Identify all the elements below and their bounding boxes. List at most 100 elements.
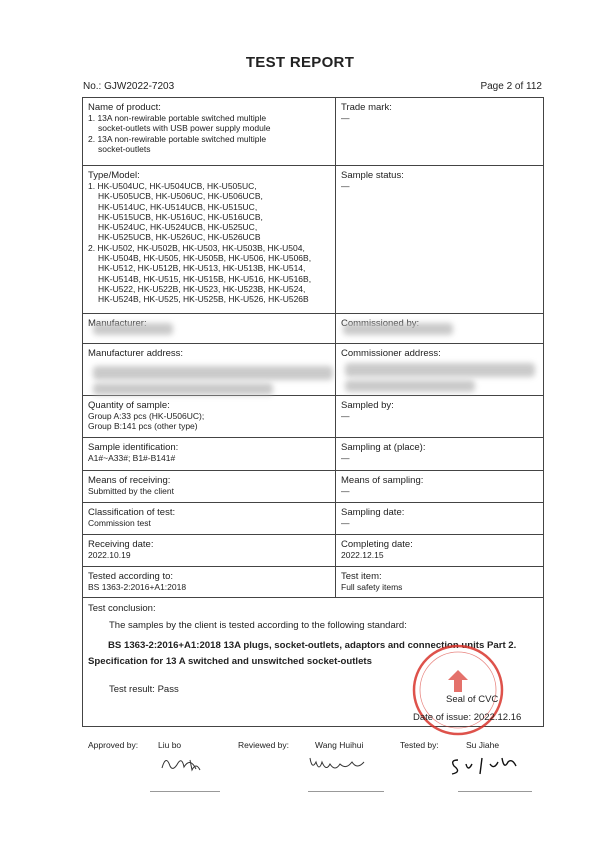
table-row: Manufacturer address: Commissioner addres… xyxy=(83,344,543,396)
field-value: HK-U514UC, HK-U514UCB, HK-U515UC, xyxy=(98,201,258,212)
field-value: 2. 13A non-rewirable portable switched m… xyxy=(88,133,267,144)
conclusion: Test conclusion: The samples by the clie… xyxy=(83,598,543,728)
stamp xyxy=(412,644,504,736)
field-value: Commission test xyxy=(88,518,151,528)
field-value: HK-U512, HK-U512B, HK-U513, HK-U513B, HK… xyxy=(98,263,306,274)
table-row: Means of receiving: Submitted by the clie… xyxy=(83,471,543,503)
field-value: HK-U515UCB, HK-U516UC, HK-U516UCB, xyxy=(98,211,263,222)
table-row: Quantity of sample: Group A:33 pcs (HK-U5… xyxy=(83,396,543,438)
conclusion-intro: The samples by the client is tested acco… xyxy=(109,620,407,631)
table-cell: Sampling date: — xyxy=(335,503,543,534)
standard: BS 1363-2:2016+A1:2018 13A plugs, socket… xyxy=(88,640,517,667)
redaction xyxy=(345,380,475,392)
field-label: Receiving date: xyxy=(88,539,154,550)
signature-name: Liu bo xyxy=(158,740,182,750)
seal-text: Seal of CVC xyxy=(446,694,499,705)
table-row: Type/Model: 1. HK-U504UC, HK-U504UCB, HK-… xyxy=(83,166,543,314)
signature-line xyxy=(458,791,532,792)
handwritten-signatures xyxy=(161,757,517,775)
table-cell: Manufacturer address: xyxy=(83,344,335,395)
report-number: No.: GJW2022-7203 xyxy=(83,81,175,92)
field-value: socket-outlets with USB power supply mod… xyxy=(98,123,271,134)
field-label: Manufacturer address: xyxy=(88,348,184,359)
table-cell: Classification of test: Commission test xyxy=(83,503,335,534)
field-value: — xyxy=(341,113,350,123)
field-label: Sampled by: xyxy=(341,400,394,411)
field-label: Trade mark: xyxy=(341,102,392,113)
field-value: HK-U525UCB, HK-U526UC, HK-U526UCB xyxy=(98,232,261,243)
table-cell: Completing date: 2022.12.15 xyxy=(335,535,543,566)
field-label: Test item: xyxy=(341,571,382,582)
table-cell: Sampled by: — xyxy=(335,396,543,437)
field-value: HK-U524UC, HK-U524UCB, HK-U525UC, xyxy=(98,222,258,233)
table-row: Tested according to: BS 1363-2:2016+A1:20… xyxy=(83,567,543,598)
field-value: 1. HK-U504UC, HK-U504UCB, HK-U505UC, xyxy=(88,181,257,191)
field-value: A1#~A33#; B1#-B141# xyxy=(88,453,176,463)
table-row: Sample identification: A1#~A33#; B1#-B141… xyxy=(83,438,543,471)
field-label: Type/Model: xyxy=(88,170,140,181)
table-cell: Sample status: — xyxy=(335,166,543,313)
field-label: Sampling date: xyxy=(341,507,405,518)
title: TEST REPORT xyxy=(245,54,355,71)
field-value: HK-U514B, HK-U515, HK-U515B, HK-U516, HK… xyxy=(98,273,312,284)
report-table: Test conclusion: The samples by the clie… xyxy=(82,97,544,727)
table-cell: Tested according to: BS 1363-2:2016+A1:20… xyxy=(83,567,335,597)
table-row: Receiving date: 2022.10.19 Completing date… xyxy=(83,535,543,567)
field-value: — xyxy=(341,411,350,421)
signature-name: Wang Huihui xyxy=(315,740,364,750)
signature-role: Tested by: xyxy=(400,740,439,750)
table-cell: Means of sampling: — xyxy=(335,471,543,502)
date-of-issue: Date of issue: 2022.12.16 xyxy=(413,712,522,723)
field-value: HK-U522, HK-U522B, HK-U523, HK-U523B, HK… xyxy=(98,283,306,294)
redaction xyxy=(93,366,333,380)
field-value: 2022.12.15 xyxy=(341,550,384,560)
field-value: HK-U505UCB, HK-U506UC, HK-U506UCB, xyxy=(98,191,263,202)
field-label: Sampling at (place): xyxy=(341,442,426,453)
signature-line xyxy=(308,791,384,792)
redaction xyxy=(343,323,453,335)
signature-name: Su Jiahe xyxy=(466,740,500,750)
table-cell: Means of receiving: Submitted by the clie… xyxy=(83,471,335,502)
field-value: — xyxy=(341,486,350,496)
page-number: Page 2 of 112 xyxy=(480,81,542,92)
field-label: Means of receiving: xyxy=(88,475,171,486)
field-value: 2. HK-U502, HK-U502B, HK-U503, HK-U503B,… xyxy=(88,242,305,253)
field-value: — xyxy=(341,181,350,191)
field-value: 1. 13A non-rewirable portable switched m… xyxy=(88,113,267,123)
field-label: Quantity of sample: xyxy=(88,400,170,411)
table-row: Name of product: 1. 13A non-rewirable por… xyxy=(83,98,543,166)
field-label: Classification of test: xyxy=(88,507,176,518)
table-cell: Sampling at (place): — xyxy=(335,438,543,470)
field-value: socket-outlets xyxy=(98,143,151,154)
table-cell: Quantity of sample: Group A:33 pcs (HK-U5… xyxy=(83,396,335,437)
field-value: HK-U524B, HK-U525, HK-U525B, HK-U526, HK… xyxy=(98,294,309,305)
field-label: Means of sampling: xyxy=(341,475,424,486)
field-value: Submitted by the client xyxy=(88,486,174,496)
table-cell: Test item: Full safety items xyxy=(335,567,543,597)
field-label: Sample status: xyxy=(341,170,404,181)
field-label: Tested according to: xyxy=(88,571,174,582)
signature-role: Approved by: xyxy=(88,740,139,750)
table-cell: Receiving date: 2022.10.19 xyxy=(83,535,335,566)
table-row: Classification of test: Commission test Sa… xyxy=(83,503,543,535)
field-value: — xyxy=(341,453,350,463)
field-value: Full safety items xyxy=(341,582,403,592)
field-value: Group B:141 pcs (other type) xyxy=(88,421,198,432)
field-label: Commissioner address: xyxy=(341,348,441,359)
table-cell: Name of product: 1. 13A non-rewirable por… xyxy=(83,98,335,165)
signature-role: Reviewed by: xyxy=(238,740,290,750)
field-value: Group A:33 pcs (HK-U506UC); xyxy=(88,411,205,421)
signature-line xyxy=(150,791,220,792)
field-label: Completing date: xyxy=(341,539,413,550)
redaction xyxy=(93,323,173,335)
field-label: Sample identification: xyxy=(88,442,179,453)
field-value: BS 1363-2:2016+A1:2018 xyxy=(88,582,187,592)
field-value: 2022.10.19 xyxy=(88,550,131,560)
table-cell: Trade mark: — xyxy=(335,98,543,165)
redaction xyxy=(345,363,535,377)
table-cell: Type/Model: 1. HK-U504UC, HK-U504UCB, HK-… xyxy=(83,166,335,313)
table-cell: Commissioner address: xyxy=(335,344,543,395)
field-label: Name of product: xyxy=(88,102,161,113)
field-value: HK-U504B, HK-U505, HK-U505B, HK-U506, HK… xyxy=(98,253,312,264)
